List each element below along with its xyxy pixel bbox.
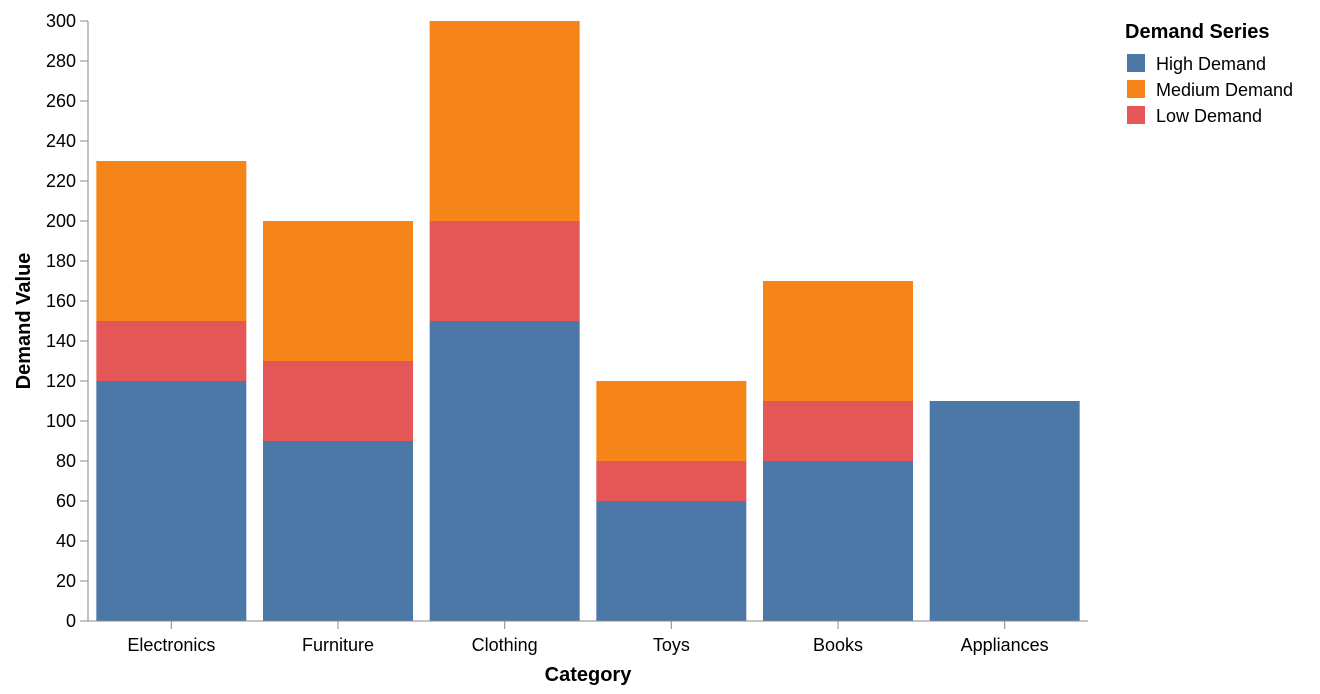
- bar-clothing-high-demand: [429, 321, 580, 621]
- y-tick-label-180: 180: [46, 251, 76, 271]
- y-tick-label-0: 0: [66, 611, 76, 631]
- bar-clothing-medium-demand: [429, 21, 580, 221]
- x-tick-label-toys: Toys: [653, 635, 690, 655]
- bar-books-medium-demand: [763, 281, 913, 401]
- bar-appliances-high-demand: [929, 401, 1080, 621]
- x-axis-title: Category: [545, 664, 633, 686]
- bar-clothing-low-demand: [429, 221, 580, 321]
- y-tick-label-280: 280: [46, 51, 76, 71]
- y-tick-label-260: 260: [46, 91, 76, 111]
- legend-items: High Demand Medium Demand Low Demand: [1127, 54, 1293, 126]
- legend-label-high-demand: High Demand: [1156, 54, 1266, 74]
- y-tick-label-160: 160: [46, 291, 76, 311]
- bars-layer: [96, 21, 1080, 621]
- y-tick-label-220: 220: [46, 171, 76, 191]
- legend: Demand Series High Demand Medium Demand Lo…: [1125, 21, 1293, 126]
- y-tick-label-300: 300: [46, 11, 76, 31]
- y-tick-label-60: 60: [56, 491, 76, 511]
- x-tick-label-appliances: Appliances: [961, 635, 1049, 655]
- bar-furniture-medium-demand: [263, 221, 413, 361]
- x-tick-label-electronics: Electronics: [127, 635, 215, 655]
- bar-electronics-high-demand: [96, 381, 247, 621]
- y-axis-title: Demand Value: [13, 253, 35, 390]
- bar-books-low-demand: [763, 401, 913, 461]
- y-tick-label-20: 20: [56, 571, 76, 591]
- bar-furniture-high-demand: [263, 441, 413, 621]
- y-axis: 0 20 40 60 80 100 120 140 160 180 200 220 240 260 280 3…: [46, 11, 89, 631]
- x-tick-label-furniture: Furniture: [302, 635, 374, 655]
- y-tick-label-120: 120: [46, 371, 76, 391]
- bar-toys-low-demand: [596, 461, 747, 501]
- y-tick-label-100: 100: [46, 411, 76, 431]
- x-axis: Electronics Furniture Clothing Toys Books App…: [88, 620, 1088, 655]
- bar-books-high-demand: [763, 461, 913, 621]
- bar-furniture-low-demand: [263, 361, 413, 441]
- bar-toys-medium-demand: [596, 381, 747, 461]
- y-tick-label-240: 240: [46, 131, 76, 151]
- y-tick-label-200: 200: [46, 211, 76, 231]
- y-tick-label-80: 80: [56, 451, 76, 471]
- legend-swatch-low-demand: [1127, 106, 1145, 124]
- legend-swatch-medium-demand: [1127, 80, 1145, 98]
- bar-toys-high-demand: [596, 501, 747, 621]
- legend-swatch-high-demand: [1127, 54, 1145, 72]
- legend-title: Demand Series: [1125, 21, 1270, 43]
- legend-label-low-demand: Low Demand: [1156, 106, 1262, 126]
- legend-label-medium-demand: Medium Demand: [1156, 80, 1293, 100]
- bar-electronics-low-demand: [96, 321, 247, 381]
- y-tick-label-140: 140: [46, 331, 76, 351]
- y-tick-label-40: 40: [56, 531, 76, 551]
- x-tick-label-clothing: Clothing: [472, 635, 538, 655]
- x-tick-label-books: Books: [813, 635, 863, 655]
- bar-electronics-medium-demand: [96, 161, 247, 321]
